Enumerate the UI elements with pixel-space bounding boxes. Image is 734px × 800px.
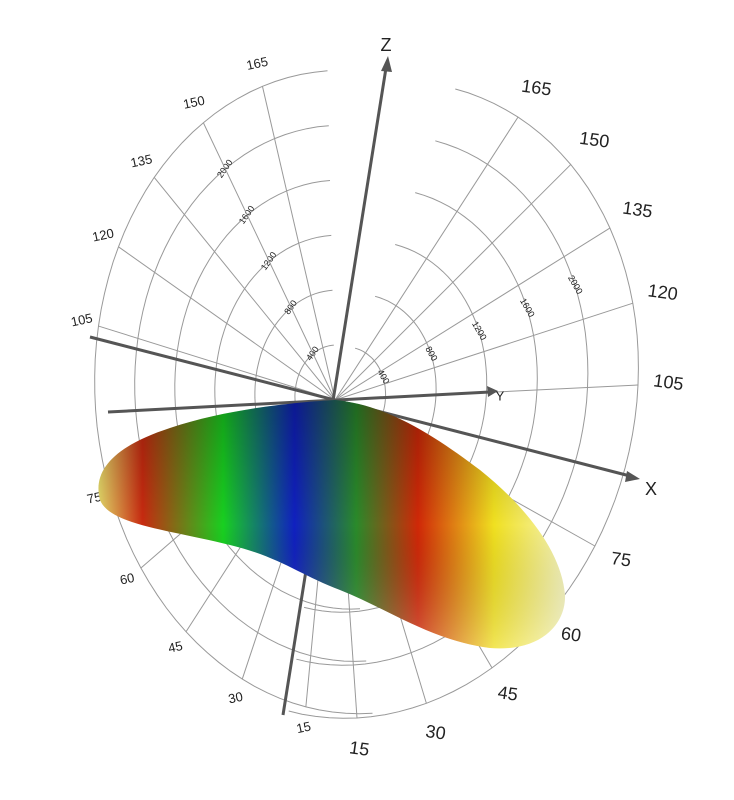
grid-spoke — [334, 227, 611, 401]
angle-label: 15 — [348, 737, 371, 760]
angle-label: 135 — [621, 198, 654, 222]
y-axis-label: Y — [496, 388, 505, 403]
angle-label: 150 — [182, 93, 206, 112]
grid-spoke — [118, 246, 336, 401]
angle-label: 60 — [560, 623, 583, 646]
grid-spoke — [334, 302, 633, 401]
z-axis-label: Z — [381, 35, 392, 55]
grid-spoke — [98, 325, 336, 401]
radial-tick-label: 2000 — [566, 273, 585, 295]
grid-spoke — [153, 177, 336, 401]
radial-tick-label: 1600 — [518, 296, 537, 318]
grid-outer — [288, 88, 639, 719]
lobe-shading — [98, 400, 566, 649]
angle-label: 135 — [129, 151, 153, 170]
radial-tick-label: 800 — [423, 345, 439, 363]
angle-label: 30 — [227, 689, 244, 707]
angle-label: 75 — [86, 489, 103, 507]
grid-spoke — [202, 122, 336, 401]
x-axis-label: X — [645, 479, 657, 499]
grid-spoke — [261, 86, 336, 401]
x-arrow — [625, 471, 640, 482]
angle-label: 120 — [647, 280, 680, 304]
angle-label: 75 — [610, 548, 633, 571]
angle-label: 45 — [497, 682, 520, 705]
grid-spoke — [334, 164, 572, 401]
z-axis — [281, 67, 388, 716]
angle-label: 120 — [91, 225, 115, 244]
radiation-lobe — [98, 400, 566, 649]
angle-label: 15 — [295, 718, 312, 736]
angle-label: 60 — [118, 570, 135, 588]
angle-label: 150 — [578, 128, 611, 152]
radial-tick-label: 400 — [375, 368, 391, 386]
radial-tick-label: 1200 — [470, 319, 489, 341]
angle-label: 45 — [167, 638, 184, 656]
polar-grid: 400 800 1200 1600 2000 165 150 135 120 105 75 60 45 3… — [70, 54, 685, 760]
angle-label: 105 — [652, 370, 685, 394]
z-arrow — [381, 56, 392, 72]
angle-label: 30 — [424, 721, 447, 744]
angle-label: 165 — [245, 54, 269, 73]
y-axis — [107, 390, 491, 414]
grid-spoke — [334, 116, 519, 401]
y-arrow — [487, 386, 498, 397]
angle-label: 165 — [520, 76, 553, 100]
angle-label: 105 — [70, 310, 94, 329]
